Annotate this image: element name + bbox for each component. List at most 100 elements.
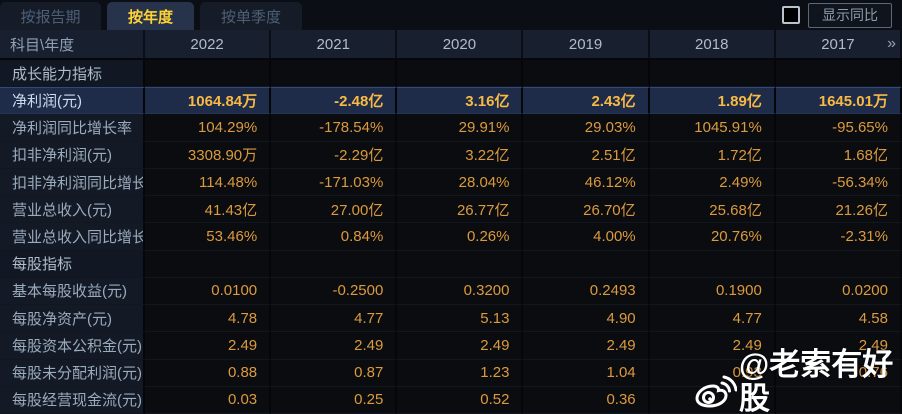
cell-value: 1.23 bbox=[397, 359, 524, 387]
cell-value: 0.93 bbox=[649, 359, 776, 387]
tab-by-year[interactable]: 按年度 bbox=[107, 2, 194, 30]
header-year-2020: 2020 bbox=[397, 30, 524, 58]
cell-value bbox=[775, 386, 902, 414]
cell-value: 1645.01万 bbox=[775, 87, 902, 115]
header-year-2019: 2019 bbox=[523, 30, 650, 58]
cell-value: 1045.91% bbox=[649, 114, 776, 142]
cell-value: 21.26亿 bbox=[775, 196, 902, 224]
table-row[interactable]: 每股净资产(元) 4.78 4.77 5.13 4.90 4.77 4.58 bbox=[0, 305, 902, 333]
row-label: 成长能力指标 bbox=[0, 60, 145, 88]
cell-value: 1.72亿 bbox=[649, 141, 776, 169]
tab-by-quarter[interactable]: 按单季度 bbox=[200, 2, 302, 30]
cell-value: 0.76 bbox=[775, 359, 902, 387]
row-label: 净利润(元) bbox=[0, 87, 145, 115]
cell-value: -171.03% bbox=[271, 168, 398, 197]
table-row[interactable]: 每股指标 bbox=[0, 250, 902, 278]
table-row[interactable]: 净利润(元) 1064.84万 -2.48亿 3.16亿 2.43亿 1.89亿 1645.… bbox=[0, 87, 902, 115]
table-body: 成长能力指标 净利润(元) 1064.84万 -2.48亿 3.16亿 2.43亿 1.89… bbox=[0, 60, 902, 414]
cell-value: 26.77亿 bbox=[397, 196, 524, 224]
table-row[interactable]: 成长能力指标 bbox=[0, 60, 902, 88]
table-row[interactable]: 营业总收入同比增长率53.46%0.84%0.26%4.00%20.76%-2.… bbox=[0, 223, 902, 251]
row-label: 每股指标 bbox=[0, 250, 145, 278]
cell-value: 4.77 bbox=[649, 305, 776, 333]
cell-value: 3.16亿 bbox=[397, 87, 524, 115]
row-label: 扣非净利润同比增长率 bbox=[0, 168, 145, 197]
table-row[interactable]: 净利润同比增长率 104.29% -178.54% 29.91% 29.03% 1045.… bbox=[0, 114, 902, 142]
cell-value: 0.84% bbox=[271, 223, 398, 251]
header-corner-label: 科目\年度 bbox=[0, 30, 145, 58]
cell-value: 5.13 bbox=[397, 305, 524, 333]
header-year-2018: 2018 bbox=[650, 30, 776, 58]
row-label: 每股资本公积金(元) bbox=[0, 332, 145, 360]
cell-value: 0.52 bbox=[397, 386, 524, 414]
tab-by-report-period[interactable]: 按报告期 bbox=[0, 2, 101, 30]
cell-value: 4.77 bbox=[271, 305, 398, 333]
row-label: 每股未分配利润(元) bbox=[0, 359, 145, 387]
cell-value: 2.43亿 bbox=[523, 87, 650, 115]
cell-value bbox=[397, 60, 524, 88]
cell-value: -95.65% bbox=[775, 114, 902, 142]
cell-value: 114.48% bbox=[145, 168, 272, 197]
cell-value: 29.91% bbox=[397, 114, 524, 142]
cell-value: 104.29% bbox=[145, 114, 272, 142]
cell-value: 26.70亿 bbox=[523, 196, 650, 224]
cell-value: 29.03% bbox=[523, 114, 650, 142]
cell-value: 0.03 bbox=[145, 386, 272, 414]
table-row[interactable]: 每股资本公积金(元) 2.49 2.49 2.49 2.49 2.49 2.49 bbox=[0, 332, 902, 360]
cell-value: -2.48亿 bbox=[271, 87, 398, 115]
cell-value: 4.90 bbox=[523, 305, 650, 333]
header-year-2021: 2021 bbox=[271, 30, 398, 58]
cell-value: 0.0100 bbox=[145, 277, 272, 306]
financial-table: 科目\年度 2022 2021 2020 2019 2018 2017 » 成长… bbox=[0, 30, 902, 414]
row-label: 每股净资产(元) bbox=[0, 305, 145, 333]
cell-value: 0.2493 bbox=[523, 277, 650, 306]
show-yoy-button[interactable]: 显示同比 bbox=[808, 2, 892, 28]
cell-value: 2.51亿 bbox=[523, 141, 650, 169]
cell-value: 46.12% bbox=[523, 168, 650, 197]
cell-value bbox=[775, 60, 902, 88]
cell-value: 28.04% bbox=[397, 168, 524, 197]
show-yoy-checkbox[interactable] bbox=[782, 6, 800, 24]
cell-value bbox=[649, 60, 776, 88]
cell-value: 2.49 bbox=[397, 332, 524, 360]
cell-value bbox=[397, 250, 524, 278]
cell-value: 25.68亿 bbox=[649, 196, 776, 224]
cell-value: 1.89亿 bbox=[649, 87, 776, 115]
cell-value: 4.58 bbox=[775, 305, 902, 333]
cell-value: 20.76% bbox=[649, 223, 776, 251]
cell-value: 0.26% bbox=[397, 223, 524, 251]
cell-value: 2.49 bbox=[775, 332, 902, 360]
cell-value: 3.22亿 bbox=[397, 141, 524, 169]
cell-value bbox=[145, 250, 272, 278]
cell-value: -2.29亿 bbox=[271, 141, 398, 169]
table-row[interactable]: 每股经营现金流(元) 0.03 0.25 0.52 0.36 bbox=[0, 386, 902, 414]
table-header: 科目\年度 2022 2021 2020 2019 2018 2017 » bbox=[0, 30, 902, 60]
cell-value: -178.54% bbox=[271, 114, 398, 142]
cell-value: 2.49 bbox=[523, 332, 650, 360]
header-year-label: 2017 bbox=[821, 35, 855, 53]
cell-value: -2.31% bbox=[775, 223, 902, 251]
header-year-2017: 2017 » bbox=[776, 30, 902, 58]
row-label: 扣非净利润(元) bbox=[0, 141, 145, 169]
row-label: 每股经营现金流(元) bbox=[0, 386, 145, 414]
table-row[interactable]: 扣非净利润(元) 3308.90万 -2.29亿 3.22亿 2.51亿 1.72亿 1.6… bbox=[0, 141, 902, 169]
table-row[interactable]: 扣非净利润同比增长率114.48%-171.03%28.04%46.12%2.4… bbox=[0, 168, 902, 197]
cell-value: -56.34% bbox=[775, 168, 902, 197]
cell-value: 0.87 bbox=[271, 359, 398, 387]
cell-value: 2.49% bbox=[649, 168, 776, 197]
row-label: 营业总收入同比增长率 bbox=[0, 223, 145, 251]
table-row[interactable]: 基本每股收益(元) 0.0100 -0.2500 0.3200 0.2493 0.1900… bbox=[0, 277, 902, 306]
more-years-icon[interactable]: » bbox=[887, 35, 896, 52]
cell-value bbox=[649, 250, 776, 278]
cell-value: 0.36 bbox=[523, 386, 650, 414]
table-row[interactable]: 每股未分配利润(元) 0.88 0.87 1.23 1.04 0.93 0.76 bbox=[0, 359, 902, 387]
table-row[interactable]: 营业总收入(元) 41.43亿 27.00亿 26.77亿 26.70亿 25.68亿 21… bbox=[0, 196, 902, 224]
cell-value: 53.46% bbox=[145, 223, 272, 251]
cell-value: 0.88 bbox=[145, 359, 272, 387]
cell-value: 0.25 bbox=[271, 386, 398, 414]
cell-value bbox=[271, 250, 398, 278]
cell-value: 2.49 bbox=[145, 332, 272, 360]
tab-bar: 按报告期 按年度 按单季度 显示同比 bbox=[0, 0, 902, 30]
cell-value: 1.68亿 bbox=[775, 141, 902, 169]
